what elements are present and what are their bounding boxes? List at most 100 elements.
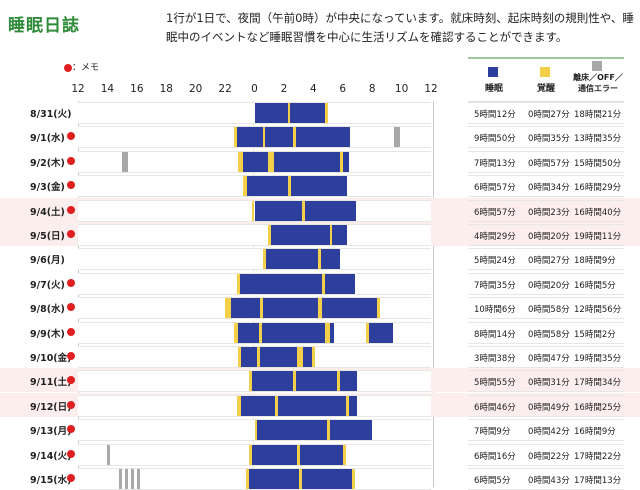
axis-tick-label: 2 <box>280 83 288 95</box>
memo-icon[interactable] <box>67 327 75 336</box>
row-date: 9/5(日) <box>30 231 65 242</box>
sleep-timeline <box>78 224 431 246</box>
sleep-timeline <box>78 419 431 442</box>
memo-icon[interactable] <box>67 376 75 385</box>
summary-sleep-duration: 5時間55分 <box>474 378 516 389</box>
sleep-segment <box>332 225 348 245</box>
wake-segment <box>366 322 370 343</box>
log-row[interactable]: 9/2(木) 7時間13分 0時間57分 15時間50分 <box>0 149 640 173</box>
wake-segment <box>297 347 304 367</box>
sleep-segment <box>247 176 289 197</box>
wake-segment <box>336 371 340 392</box>
memo-icon[interactable] <box>67 132 75 141</box>
row-date: 9/12(日) <box>30 401 72 413</box>
legend-off-label: 離床／OFF／通信エラー <box>573 73 623 93</box>
summary-wake-duration: 0時間57分 <box>528 158 570 169</box>
axis-tick-label: 16 <box>130 83 144 95</box>
wake-segment <box>248 371 252 392</box>
wake-segment <box>263 249 267 270</box>
sleep-segment <box>263 298 318 319</box>
wake-segment <box>275 395 279 416</box>
row-summary: 5時間12分 0時間27分 18時間21分 <box>468 102 624 124</box>
sleep-segment <box>339 371 358 392</box>
off-segment <box>136 469 140 489</box>
log-row[interactable]: 9/7(火) 7時間35分 0時間20分 16時間5分 <box>0 271 640 295</box>
memo-icon[interactable] <box>67 425 75 434</box>
log-row[interactable]: 9/9(木) 8時間14分 0時間58分 15時間2分 <box>0 320 640 344</box>
sleep-timeline <box>78 175 431 198</box>
wake-segment <box>288 103 290 123</box>
log-row[interactable]: 9/1(水) 9時間50分 0時間35分 13時間35分 <box>0 124 640 149</box>
sleep-swatch <box>488 67 498 77</box>
axis-tick-label: 10 <box>394 83 409 95</box>
memo-icon[interactable] <box>67 181 75 190</box>
memo-icon[interactable] <box>67 156 75 165</box>
sleep-timeline <box>78 126 431 149</box>
log-row[interactable]: 9/13(月) 7時間9分 0時間42分 16時間9分 <box>0 417 640 442</box>
sleep-timeline <box>78 346 431 368</box>
sleep-segment <box>289 103 326 123</box>
memo-icon[interactable] <box>67 400 75 409</box>
summary-wake-duration: 0時間47分 <box>528 354 570 364</box>
log-row[interactable]: 9/14(火) 6時間16分 0時間22分 17時間22分 <box>0 442 640 466</box>
log-row[interactable]: 9/15(水) 6時間5分 0時間43分 17時間13分 <box>0 466 640 490</box>
row-summary: 6時間16分 0時間22分 17時間22分 <box>468 443 624 466</box>
wake-segment <box>267 151 274 172</box>
wake-segment <box>251 200 255 221</box>
memo-legend: ：メモ <box>64 60 99 73</box>
summary-sleep-duration: 7時間9分 <box>474 427 511 438</box>
row-summary: 6時間57分 0時間23分 16時間40分 <box>468 199 624 222</box>
log-row[interactable]: 9/3(金) 6時間57分 0時間34分 16時間29分 <box>0 173 640 198</box>
summary-sleep-duration: 5時間12分 <box>474 110 516 120</box>
log-row[interactable]: 9/4(土) 6時間57分 0時間23分 16時間40分 <box>0 197 640 222</box>
axis-tick-label: 22 <box>218 83 232 95</box>
memo-icon[interactable] <box>67 278 75 287</box>
wake-segment <box>329 225 333 245</box>
wake-segment <box>339 151 343 172</box>
axis-tick-label: 4 <box>309 83 317 95</box>
sleep-segment <box>295 127 351 148</box>
log-row[interactable]: 9/8(水) 10時間6分 0時間58分 12時間56分 <box>0 295 640 320</box>
sleep-timeline <box>78 443 431 466</box>
row-date: 9/6(月) <box>30 255 65 267</box>
wake-segment <box>238 347 242 367</box>
summary-off-duration: 16時間29分 <box>574 183 622 194</box>
page-title: 睡眠日誌 <box>8 16 80 36</box>
log-row[interactable]: 9/10(金) 3時間38分 0時間47分 19時間35分 <box>0 344 640 368</box>
memo-icon[interactable] <box>67 303 75 312</box>
log-row[interactable]: 9/11(土) 5時間55分 0時間31分 17時間34分 <box>0 368 640 393</box>
log-row[interactable]: 9/6(月) 5時間24分 0時間27分 18時間9分 <box>0 246 640 271</box>
wake-segment <box>297 444 301 465</box>
summary-sleep-duration: 6時間57分 <box>474 207 516 218</box>
off-segment <box>394 127 401 148</box>
log-row[interactable]: 9/5(日) 4時間29分 0時間20分 19時間11分 <box>0 222 640 246</box>
sleep-segment <box>241 347 258 367</box>
wake-segment <box>267 225 271 245</box>
row-date: 9/9(木) <box>30 328 65 340</box>
row-date: 9/7(火) <box>30 279 65 291</box>
axis-tick-label: 8 <box>368 83 376 95</box>
sleep-segment <box>251 371 293 392</box>
summary-off-duration: 16時間9分 <box>574 427 616 438</box>
legend: 睡眠 覚醒 離床／OFF／通信エラー <box>468 57 624 102</box>
sleep-segment <box>254 103 289 123</box>
sleep-segment <box>248 469 299 489</box>
memo-icon[interactable] <box>67 205 75 214</box>
summary-off-duration: 18時間9分 <box>574 256 616 267</box>
sleep-timeline <box>78 370 431 393</box>
wake-segment <box>242 176 248 197</box>
page-description: 1行が1日で、夜間（午前0時）が中央になっています。就床時刻、起床時刻の規則性や… <box>166 11 634 44</box>
wake-segment <box>238 151 243 172</box>
memo-icon[interactable] <box>67 474 75 482</box>
log-row[interactable]: 9/12(日) 6時間46分 0時間49分 16時間25分 <box>0 392 640 417</box>
axis-tick-label: 0 <box>251 83 258 95</box>
memo-icon[interactable] <box>67 230 75 238</box>
summary-wake-duration: 0時間43分 <box>528 476 570 486</box>
summary-sleep-duration: 10時間6分 <box>474 305 516 316</box>
memo-icon[interactable] <box>67 352 75 360</box>
log-row[interactable]: 8/31(火) 5時間12分 0時間27分 18時間21分 <box>0 100 640 124</box>
memo-icon[interactable] <box>67 449 75 458</box>
summary-sleep-duration: 5時間24分 <box>474 256 516 267</box>
row-date: 9/4(土) <box>30 206 65 218</box>
sleep-timeline <box>78 248 431 271</box>
